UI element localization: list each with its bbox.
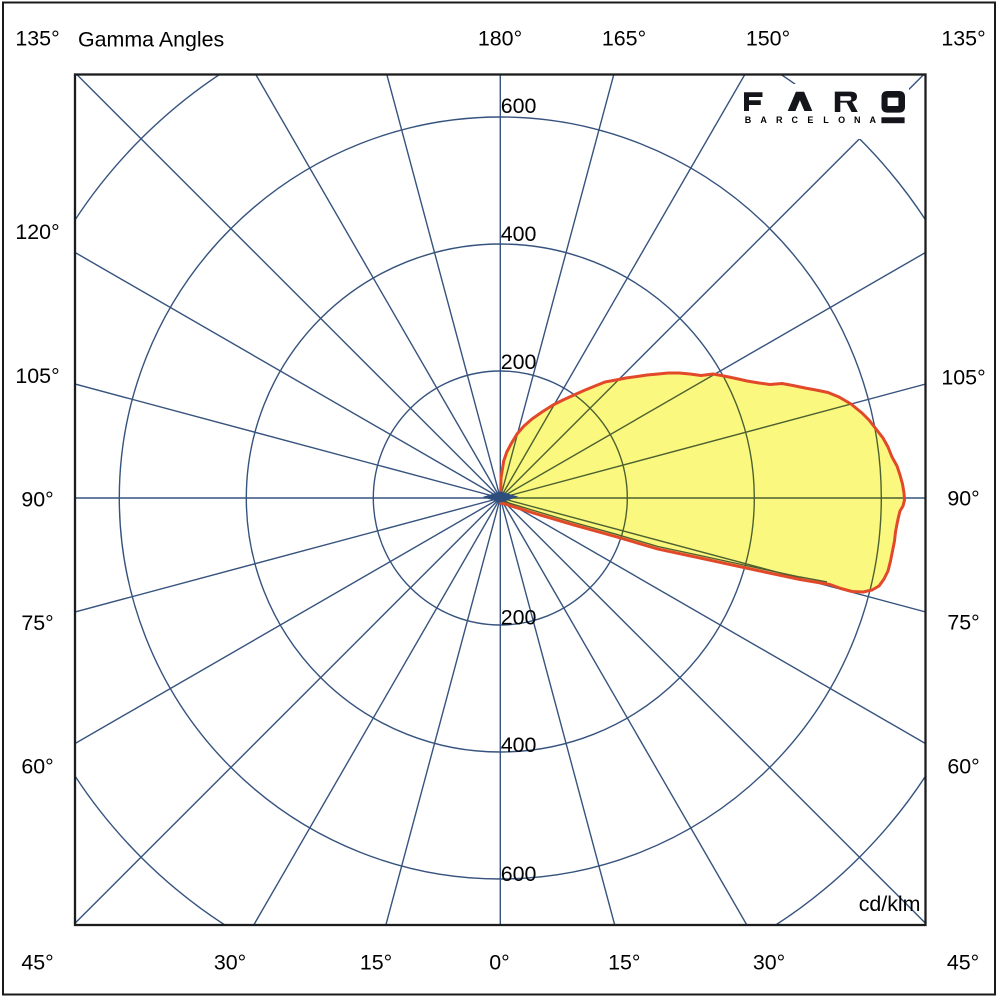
svg-text:Gamma Angles: Gamma Angles bbox=[78, 27, 224, 51]
svg-text:L: L bbox=[823, 115, 829, 125]
svg-text:0°: 0° bbox=[489, 950, 509, 974]
svg-text:B: B bbox=[745, 115, 752, 125]
svg-text:105°: 105° bbox=[15, 364, 59, 388]
svg-text:cd/klm: cd/klm bbox=[859, 892, 921, 916]
svg-text:135°: 135° bbox=[941, 26, 985, 50]
svg-text:105°: 105° bbox=[941, 365, 985, 389]
svg-text:60°: 60° bbox=[947, 754, 979, 778]
svg-text:R: R bbox=[776, 115, 783, 125]
svg-text:75°: 75° bbox=[21, 611, 53, 635]
svg-text:N: N bbox=[854, 115, 861, 125]
svg-text:30°: 30° bbox=[214, 950, 246, 974]
svg-text:15°: 15° bbox=[608, 950, 640, 974]
svg-text:C: C bbox=[792, 115, 799, 125]
svg-text:120°: 120° bbox=[15, 220, 59, 244]
svg-text:135°: 135° bbox=[15, 26, 59, 50]
svg-text:600: 600 bbox=[501, 94, 537, 118]
svg-text:150°: 150° bbox=[746, 26, 790, 50]
svg-text:90°: 90° bbox=[21, 487, 53, 511]
svg-text:E: E bbox=[807, 115, 813, 125]
svg-text:400: 400 bbox=[501, 733, 537, 757]
svg-text:400: 400 bbox=[501, 222, 537, 246]
svg-text:600: 600 bbox=[501, 862, 537, 886]
svg-text:A: A bbox=[870, 115, 877, 125]
svg-text:75°: 75° bbox=[947, 610, 979, 634]
svg-text:60°: 60° bbox=[21, 754, 53, 778]
svg-text:180°: 180° bbox=[478, 26, 522, 50]
svg-text:O: O bbox=[838, 115, 845, 125]
svg-text:165°: 165° bbox=[602, 26, 646, 50]
svg-text:A: A bbox=[760, 115, 767, 125]
svg-text:45°: 45° bbox=[21, 950, 53, 974]
svg-text:15°: 15° bbox=[360, 950, 392, 974]
svg-text:200: 200 bbox=[501, 606, 537, 630]
svg-text:200: 200 bbox=[501, 350, 537, 374]
svg-text:90°: 90° bbox=[947, 486, 979, 510]
svg-text:45°: 45° bbox=[947, 950, 979, 974]
svg-text:30°: 30° bbox=[753, 950, 785, 974]
